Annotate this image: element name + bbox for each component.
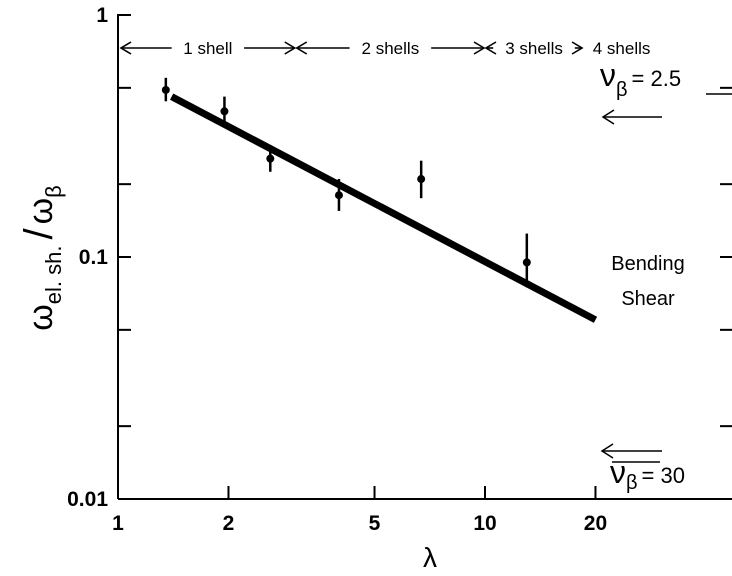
region-label: 3 shells — [505, 39, 563, 58]
shear-label: Shear — [621, 288, 675, 310]
y-ticks: 0.01 0.1 1 — [67, 4, 131, 511]
data-point — [417, 160, 426, 199]
region-arrowhead-left — [484, 41, 497, 55]
y-label-omega-main: ω — [22, 304, 60, 331]
upper-nu-value: = 2.5 — [632, 66, 682, 91]
region-label: 1 shell — [183, 39, 232, 58]
data-point — [266, 145, 275, 172]
data-point — [334, 179, 343, 211]
upper-nu-arrow — [601, 109, 662, 125]
region-2: 2 shells — [295, 39, 486, 58]
lower-nu-annotation: νβ = 30 — [600, 443, 685, 494]
x-axis-label: λ — [423, 542, 437, 573]
bending-label: Bending — [611, 253, 684, 275]
region-arrowhead-right — [284, 41, 297, 55]
data-point — [161, 77, 170, 102]
x-tick-label: 1 — [112, 512, 124, 535]
upper-nu-annotation: νβ = 2.5 — [600, 57, 732, 125]
x-tick-label: 2 — [223, 512, 235, 535]
region-arrowhead-right — [473, 41, 486, 55]
lower-nu-symbol: ν — [610, 454, 626, 490]
x-tick-label: 5 — [369, 512, 381, 535]
point-marker — [266, 154, 275, 163]
point-marker — [220, 107, 229, 116]
svg-text:νβ= 30: νβ = 30 — [610, 454, 685, 494]
region-3: 3 shells — [484, 39, 584, 58]
region-4: 4 shells — [593, 39, 651, 58]
data-points — [161, 77, 531, 288]
right-edge-ticks — [720, 86, 732, 428]
point-marker — [334, 191, 343, 200]
data-point — [522, 233, 531, 288]
fit-line — [169, 93, 598, 323]
upper-nu-sub: β — [616, 79, 628, 101]
y-label-main-sub: el. sh. — [41, 246, 66, 305]
point-marker — [417, 175, 426, 184]
y-label-omega-den: ω — [22, 198, 60, 225]
y-label-den-sub: β — [41, 185, 66, 198]
x-tick-label: 20 — [584, 512, 607, 535]
y-tick-label: 0.1 — [79, 246, 109, 269]
data-point — [220, 96, 229, 126]
y-tick-label: 1 — [96, 4, 108, 27]
y-tick-label: 0.01 — [67, 488, 108, 511]
point-marker — [161, 85, 170, 94]
svg-text:νβ= 2.5: νβ = 2.5 — [600, 57, 681, 101]
point-marker — [522, 258, 531, 267]
lower-nu-arrow — [600, 443, 662, 459]
y-label-slash: / — [17, 228, 61, 240]
region-arrowhead-left — [119, 41, 132, 55]
region-arrowhead-left — [295, 41, 308, 55]
region-arrowhead-right — [571, 41, 584, 55]
x-ticks: 1 2 5 10 20 — [112, 486, 607, 535]
region-label: 4 shells — [593, 39, 651, 58]
lower-nu-sub: β — [626, 472, 638, 494]
shell-regions: 1 shell 2 shells 3 shells 4 shells — [119, 39, 651, 58]
region-1: 1 shell — [119, 39, 297, 58]
upper-nu-symbol: ν — [600, 57, 616, 93]
lower-nu-value: = 30 — [642, 463, 685, 488]
x-tick-label: 10 — [473, 512, 496, 535]
region-label: 2 shells — [362, 39, 420, 58]
y-axis-label: ωel. sh./ωβ — [17, 185, 66, 331]
